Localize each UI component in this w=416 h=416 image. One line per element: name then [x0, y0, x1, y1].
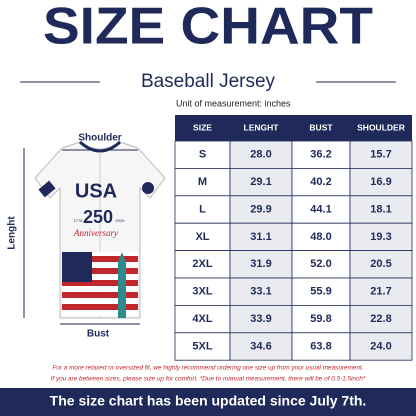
flag-pattern: [62, 252, 138, 318]
column-header: LENGHT: [244, 122, 280, 132]
shoulder-label: Shoulder: [78, 133, 121, 144]
unit-note: Unit of measurement: inches: [176, 98, 291, 108]
footer-note: For a more relaxed or oversized fit, we …: [52, 365, 363, 372]
column-header: SIZE: [193, 122, 212, 132]
table-cell: [349, 167, 413, 197]
cell-text: 29.1: [250, 176, 271, 188]
table-cell: [174, 304, 231, 334]
jersey-250: 250: [83, 207, 113, 227]
table-cell: [291, 332, 351, 361]
cell-text: XL: [195, 231, 209, 243]
table-cell: [349, 222, 413, 251]
cell-text: S: [199, 149, 206, 161]
length-label: Lenght: [7, 216, 18, 250]
cell-text: 55.9: [310, 286, 331, 298]
cell-text: 15.7: [370, 149, 391, 161]
cell-text: M: [198, 176, 207, 188]
table-cell: [349, 277, 413, 306]
cell-text: 4XL: [192, 313, 212, 325]
cell-text: 33.1: [250, 286, 271, 298]
table-cell: [291, 304, 351, 334]
header-row: [175, 115, 412, 141]
cell-text: 28.0: [250, 149, 271, 161]
table-cell: [349, 195, 413, 224]
cell-text: 24.0: [370, 340, 391, 352]
footer-note: If you are between sizes, please size up…: [51, 376, 366, 383]
table-cell: [291, 195, 351, 224]
table-cell: [174, 277, 231, 306]
cell-text: 19.3: [370, 231, 391, 243]
banner-text: The size chart has been updated since Ju…: [50, 393, 367, 409]
table-cell: [349, 332, 413, 361]
cell-text: 22.8: [370, 313, 391, 325]
cell-text: 16.9: [370, 176, 391, 188]
column-header: BUST: [309, 122, 333, 132]
cell-text: 52.0: [310, 258, 331, 270]
cell-text: 31.1: [250, 231, 271, 243]
jersey-script: Anniversary: [73, 228, 118, 238]
cell-text: 3XL: [192, 286, 212, 298]
subtitle: Baseball Jersey: [141, 71, 276, 92]
table-cell: [229, 332, 293, 361]
table-cell: [229, 195, 293, 224]
cell-text: 59.8: [310, 313, 331, 325]
cell-text: L: [199, 203, 206, 215]
table-cell: [349, 304, 413, 334]
jersey-usa: USA: [75, 180, 117, 202]
cell-text: 20.5: [370, 258, 391, 270]
size-table: SIZE LENGHT BUST SHOULDER S 28.0 36.2 15.7 M 29.1…: [174, 115, 413, 361]
cell-text: 36.2: [310, 149, 331, 161]
cell-text: 29.9: [250, 203, 271, 215]
jersey: USA 250 1776 2026 Anniversary: [34, 140, 166, 319]
cell-text: 34.6: [250, 340, 271, 352]
cell-text: 21.7: [370, 286, 391, 298]
table-cell: [291, 222, 351, 251]
cell-text: 5XL: [192, 340, 212, 352]
table-cell: [229, 167, 293, 197]
cell-text: 48.0: [310, 231, 331, 243]
table-cell: [349, 140, 413, 169]
table-cell: [229, 304, 293, 334]
table-cell: [174, 332, 231, 361]
cell-text: 2XL: [192, 258, 212, 270]
table-cell: [291, 140, 351, 169]
cell-text: 33.9: [250, 313, 271, 325]
table-cell: [291, 277, 351, 306]
cell-text: 40.2: [310, 176, 331, 188]
cell-text: 18.1: [370, 203, 391, 215]
bust-label: Bust: [87, 329, 110, 340]
cell-text: 31.9: [250, 258, 271, 270]
jersey-year: 2026: [116, 218, 126, 223]
cell-text: 63.8: [310, 340, 331, 352]
table-cell: [291, 167, 351, 197]
cell-text: 44.1: [310, 203, 331, 215]
banner: [0, 388, 416, 416]
title: SIZE CHART: [43, 0, 373, 56]
jersey-year: 1776: [74, 218, 84, 223]
column-header: SHOULDER: [357, 122, 405, 132]
